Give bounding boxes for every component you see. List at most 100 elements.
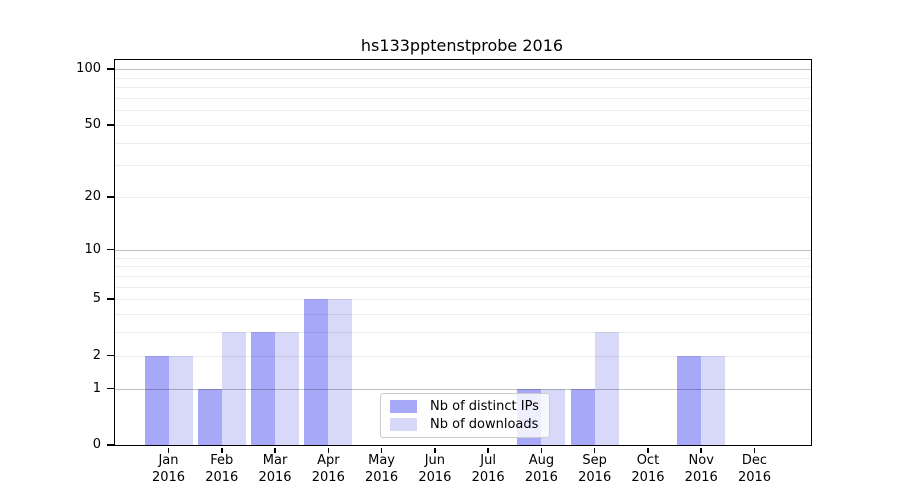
legend-label: Nb of downloads bbox=[430, 416, 539, 432]
x-axis-tick bbox=[327, 447, 330, 453]
year-label: 2016 bbox=[471, 470, 505, 485]
month-label: Jan bbox=[158, 453, 179, 468]
x-axis-tick bbox=[753, 447, 756, 453]
x-axis-tick-label: Jun 2016 bbox=[403, 452, 467, 486]
year-label: 2016 bbox=[365, 470, 399, 485]
bar-distinct-ips bbox=[570, 388, 595, 445]
bar-downloads bbox=[221, 332, 246, 445]
minor-grid-line bbox=[115, 313, 811, 315]
year-label: 2016 bbox=[151, 470, 186, 485]
major-grid-line bbox=[115, 69, 811, 71]
year-label: 2016 bbox=[418, 470, 452, 485]
x-axis-tick bbox=[487, 447, 489, 453]
minor-grid-line bbox=[115, 165, 811, 167]
y-axis-tick-label: 5 bbox=[92, 291, 101, 307]
y-axis-tick bbox=[107, 387, 114, 390]
y-axis-tick bbox=[107, 354, 114, 357]
month-label: Oct bbox=[636, 453, 660, 468]
y-axis-tick-label: 2 bbox=[92, 347, 101, 363]
year-label: 2016 bbox=[205, 470, 239, 485]
x-axis-tick-label: Jul 2016 bbox=[456, 452, 520, 486]
y-axis-tick bbox=[107, 68, 114, 70]
y-axis-tick-label: 20 bbox=[84, 189, 101, 205]
bar-downloads bbox=[328, 299, 353, 445]
minor-grid-line bbox=[115, 142, 811, 144]
minor-grid-line bbox=[115, 197, 811, 199]
y-axis-tick bbox=[107, 248, 114, 251]
minor-grid-line bbox=[115, 299, 811, 301]
minor-grid-line bbox=[115, 332, 811, 334]
x-axis-tick-label: Dec 2016 bbox=[723, 452, 787, 486]
bar-distinct-ips bbox=[197, 388, 222, 445]
x-axis-tick-label: Apr 2016 bbox=[296, 452, 360, 486]
bar-downloads bbox=[594, 332, 619, 445]
year-label: 2016 bbox=[631, 470, 665, 485]
minor-grid-line bbox=[115, 266, 811, 268]
year-label: 2016 bbox=[684, 470, 718, 485]
month-label: Nov bbox=[688, 453, 714, 468]
year-label: 2016 bbox=[311, 470, 345, 485]
x-axis-tick-label: Feb 2016 bbox=[190, 452, 254, 486]
legend-item: Nb of distinct IPs bbox=[390, 398, 540, 416]
y-axis-tick bbox=[107, 444, 114, 446]
y-axis-tick bbox=[107, 298, 114, 300]
plot-area: Nb of distinct IPs Nb of downloads 0 1 2 5 10… bbox=[76, 59, 812, 485]
year-label: 2016 bbox=[258, 470, 292, 485]
x-axis-tick-label: Nov 2016 bbox=[669, 452, 733, 486]
bar-distinct-ips bbox=[677, 355, 702, 445]
chart-title: hs133pptenstprobe 2016 bbox=[360, 36, 564, 55]
x-axis-tick bbox=[380, 447, 383, 453]
x-axis-tick bbox=[647, 447, 649, 453]
bar-distinct-ips bbox=[304, 299, 329, 445]
y-axis-tick bbox=[107, 196, 114, 198]
x-axis-tick bbox=[593, 447, 596, 453]
x-axis-tick bbox=[700, 447, 702, 453]
minor-grid-line bbox=[115, 87, 811, 89]
x-axis-tick bbox=[540, 447, 543, 453]
month-label: Feb bbox=[210, 453, 234, 468]
major-grid-line bbox=[115, 249, 811, 251]
month-label: Mar bbox=[262, 453, 288, 468]
year-label: 2016 bbox=[578, 470, 612, 485]
month-label: Jun bbox=[424, 453, 446, 468]
x-axis-tick-label: Oct 2016 bbox=[616, 452, 680, 486]
minor-grid-line bbox=[115, 275, 811, 277]
bar-distinct-ips bbox=[144, 355, 169, 445]
minor-grid-line bbox=[115, 257, 811, 259]
minor-grid-line bbox=[115, 286, 811, 288]
y-axis-tick-label: 10 bbox=[84, 241, 101, 257]
bar-distinct-ips bbox=[251, 332, 276, 445]
y-axis-tick-label: 1 bbox=[92, 380, 101, 396]
x-axis-tick-label: Mar 2016 bbox=[243, 452, 307, 486]
x-axis-tick-label: Aug 2016 bbox=[509, 452, 573, 486]
legend-swatch-downloads bbox=[390, 417, 417, 431]
x-axis-tick bbox=[221, 447, 223, 453]
month-label: Dec bbox=[741, 453, 768, 468]
y-axis-tick-label: 0 bbox=[92, 437, 101, 452]
x-axis-tick-label: May 2016 bbox=[350, 452, 414, 486]
bar-downloads bbox=[275, 332, 300, 445]
x-axis-tick bbox=[167, 447, 170, 453]
minor-grid-line bbox=[115, 77, 811, 79]
month-label: Apr bbox=[317, 453, 340, 468]
x-axis-tick-label: Jan 2016 bbox=[137, 452, 201, 486]
y-axis-tick bbox=[107, 124, 114, 126]
legend-swatch-distinct-ips bbox=[390, 400, 417, 414]
month-label: Sep bbox=[582, 453, 607, 468]
minor-grid-line bbox=[115, 110, 811, 112]
bar-downloads bbox=[168, 355, 193, 445]
month-label: Aug bbox=[528, 453, 555, 468]
legend: Nb of distinct IPs Nb of downloads bbox=[380, 393, 550, 438]
legend-label: Nb of distinct IPs bbox=[430, 399, 539, 415]
x-axis-tick bbox=[274, 447, 276, 453]
legend-item: Nb of downloads bbox=[390, 416, 540, 434]
month-label: May bbox=[368, 453, 396, 468]
x-axis-tick-label: Sep 2016 bbox=[563, 452, 627, 486]
y-axis-tick-label: 100 bbox=[76, 61, 101, 77]
minor-grid-line bbox=[115, 97, 811, 99]
year-label: 2016 bbox=[737, 470, 772, 485]
year-label: 2016 bbox=[524, 470, 558, 485]
x-axis-tick bbox=[434, 447, 436, 453]
month-label: Jul bbox=[480, 453, 496, 468]
